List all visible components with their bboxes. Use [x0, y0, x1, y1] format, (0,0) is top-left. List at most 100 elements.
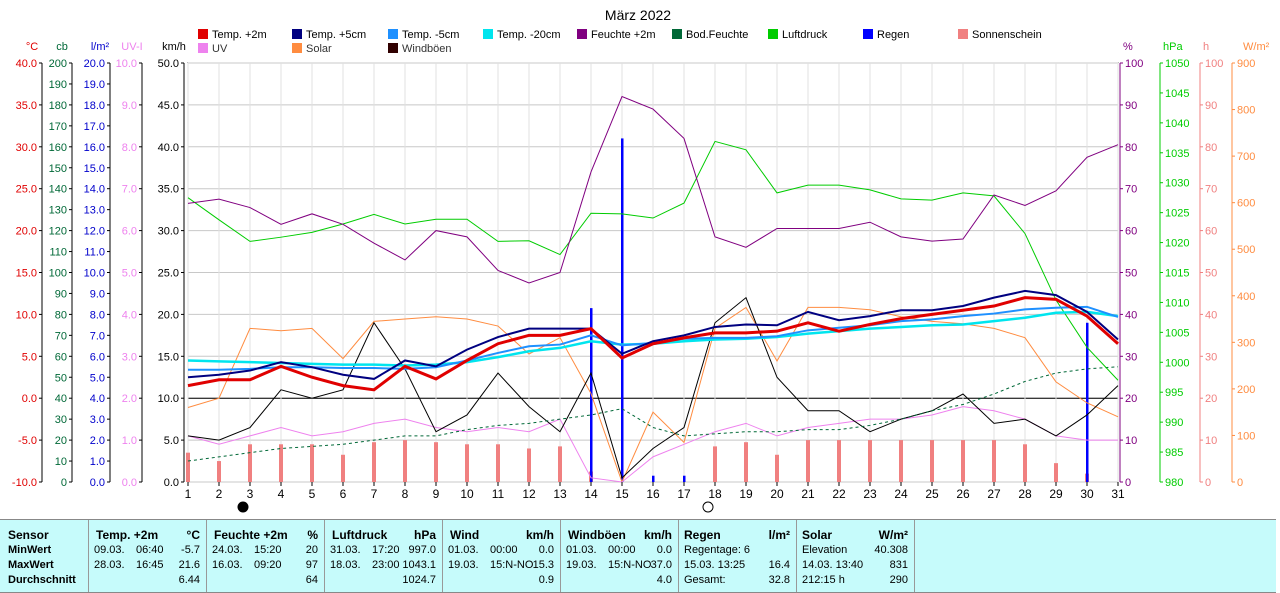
legend: Temp. +2m Temp. +5cm Temp. -5cm Temp. -20cm… [198, 29, 1042, 55]
stat-min-date: 09.03. [94, 544, 125, 556]
left-axis-tick-label: 14.0 [84, 184, 105, 196]
left-axis-tick-label: 11.0 [84, 247, 105, 259]
right-axis-tick-label: 40 [1205, 309, 1217, 321]
right-axis-tick-label: 1020 [1165, 238, 1189, 250]
x-axis-tick-label: 17 [677, 487, 691, 501]
right-axis-tick-label: 980 [1165, 477, 1183, 489]
right-axis-unit: % [1123, 41, 1133, 53]
moon-full-icon [702, 501, 714, 513]
sunshine-bar [837, 440, 841, 482]
stat-min-date: 24.03. [212, 544, 243, 556]
right-axis-tick-label: 30 [1125, 351, 1137, 363]
sunshine-bar [465, 444, 469, 482]
left-axis-tick-label: 30 [55, 414, 67, 426]
right-axis-tick-label: 1000 [1165, 357, 1189, 369]
left-axis-tick-label: 9.0 [122, 100, 137, 112]
stat-unit: hPa [413, 528, 436, 542]
stats-wind: Wind km/h 01.03. 00:00 0.0 19.03. 15:N-NO 15.3 0… [442, 520, 561, 592]
stat-line1-label: Regentage: 6 [684, 544, 751, 556]
left-axis-unit: °C [26, 41, 38, 53]
x-axis-tick-label: 6 [340, 487, 347, 501]
weather-chart: März 2022 Temp. +2m Temp. +5cm Temp. -5cm T… [12, 7, 1270, 513]
left-axis-tick-label: 4.0 [122, 309, 137, 321]
legend-swatch [768, 29, 778, 39]
stat-unit: °C [186, 528, 200, 542]
left-axis-tick-label: 30.0 [158, 226, 179, 238]
stat-max-date: 28.03. [94, 559, 125, 571]
right-axis-tick-label: 990 [1165, 417, 1183, 429]
stat-max-value: 21.6 [178, 559, 200, 571]
legend-swatch [198, 29, 208, 39]
x-axis-tick-label: 2 [216, 487, 223, 501]
stat-min-value: 20 [305, 544, 318, 556]
right-axis-tick-label: 0 [1205, 477, 1211, 489]
left-axis-unit: UV-I [121, 41, 142, 53]
stat-max-time: 09:20 [254, 559, 282, 571]
sunshine-bar [341, 454, 345, 482]
left-axis-tick-label: 10.0 [16, 309, 37, 321]
x-axis-tick-label: 21 [801, 487, 815, 501]
sunshine-bar [961, 440, 965, 482]
left-axis-tick-label: 40.0 [16, 58, 37, 70]
sunshine-bar [248, 444, 252, 482]
left-axis-tick-label: 10 [55, 456, 67, 468]
right-axis-tick-label: 995 [1165, 387, 1183, 399]
sunshine-bar [930, 440, 934, 482]
sunshine-bar [744, 442, 748, 482]
x-axis-tick-label: 9 [433, 487, 440, 501]
stat-avg-value: 1024.7 [402, 574, 436, 586]
stat-line2-value: 16.4 [768, 559, 790, 571]
legend-label: Temp. -20cm [497, 29, 561, 41]
stats-humidity: Feuchte +2m% 24.03. 15:20 20 16.03. 09:20 97 64 [206, 520, 325, 592]
left-axis-tick-label: 1.0 [90, 456, 105, 468]
legend-swatch [198, 43, 208, 53]
rain-bar [621, 138, 624, 483]
stat-min-time: 17:20 [372, 544, 400, 556]
soil-moisture-line [187, 366, 1119, 462]
stat-line3-value: 32.8 [768, 574, 790, 586]
left-axis-tick-label: 5.0 [164, 435, 179, 447]
x-axis-tick-label: 7 [371, 487, 378, 501]
stats-pressure: Luftdruck hPa 31.03. 17:20 997.0 18.03. 23:00 1… [324, 520, 443, 592]
stat-line3-label: 212:15 h [802, 574, 845, 586]
stat-title: Solar [802, 528, 833, 542]
right-axis-tick-label: 1015 [1165, 268, 1189, 280]
left-axes: 40.0 35.0 30.0 25.0 20.0 15.0 10.0 5.0 0.0 -5.0 -1… [12, 58, 185, 489]
right-axis-tick-label: 1045 [1165, 88, 1189, 100]
left-axis-tick-label: 150 [49, 163, 67, 175]
right-axis-tick-label: 1030 [1165, 178, 1189, 190]
stat-avg-value: 6.44 [178, 574, 200, 586]
sunshine-bar [713, 446, 717, 482]
stat-max-value: 15.3 [532, 559, 554, 571]
left-axis-tick-label: 170 [49, 121, 67, 133]
uv-line [187, 406, 1118, 483]
rain-bar [683, 475, 686, 482]
stats-temp: Temp. +2m °C 09.03. 06:40 -5.7 28.03. 16:45 21.… [88, 520, 207, 592]
right-axis-tick-label: 50 [1125, 268, 1137, 280]
sunshine-bar [775, 454, 779, 482]
right-axis-tick-label: 60 [1205, 226, 1217, 238]
right-axis-tick-label: 985 [1165, 447, 1183, 459]
legend-swatch [672, 29, 682, 39]
right-axis-tick-label: 1035 [1165, 148, 1189, 160]
x-axis-tick-label: 1 [185, 487, 192, 501]
left-axis-tick-label: 3.0 [122, 351, 137, 363]
temp-5cm-line [187, 289, 1119, 380]
left-axis-tick-label: -10.0 [12, 477, 37, 489]
left-axis-tick-label: 8.0 [122, 142, 137, 154]
stat-min-time: 00:00 [608, 544, 636, 556]
left-axis-tick-label: 15.0 [84, 163, 105, 175]
stat-line1-value: 40.308 [874, 544, 908, 556]
right-axis-tick-label: 800 [1237, 105, 1255, 117]
stat-title: Luftdruck [332, 528, 388, 542]
stat-avg-value: 0.9 [538, 574, 554, 586]
left-axis-tick-label: 12.0 [84, 226, 105, 238]
left-axis-tick-label: 5.0 [90, 372, 105, 384]
stat-unit: km/h [643, 528, 672, 542]
stat-line2-value: 831 [889, 559, 908, 571]
left-axis-tick-label: 0.0 [164, 477, 179, 489]
left-axis-tick-label: -5.0 [18, 435, 37, 447]
legend-label: Feuchte +2m [591, 29, 656, 41]
sunshine-bar [1023, 444, 1027, 482]
right-axis-tick-label: 30 [1205, 351, 1217, 363]
